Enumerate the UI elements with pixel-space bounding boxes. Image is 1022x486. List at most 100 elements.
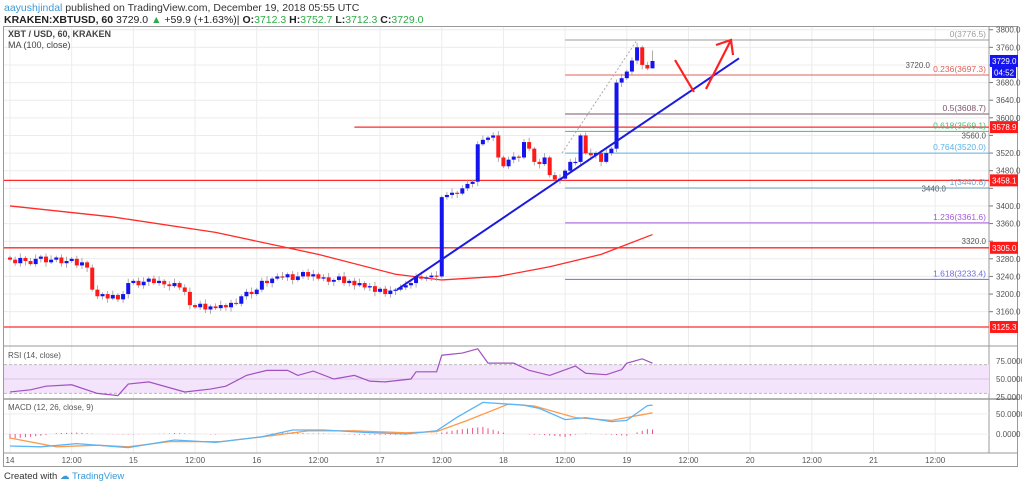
y-tick-label: 3600.0: [996, 114, 1021, 123]
fib-level-label: 1.618(3233.4): [933, 268, 986, 278]
change: +59.9 (+1.63%): [164, 14, 237, 26]
candle: [609, 148, 614, 154]
x-tick-label: 15: [129, 456, 138, 465]
candle: [465, 183, 470, 189]
candle: [126, 283, 131, 295]
x-tick-label: 18: [499, 456, 508, 465]
x-tick-label: 16: [252, 456, 261, 465]
candle: [167, 284, 172, 287]
candle: [275, 276, 280, 279]
x-tick-label: 21: [869, 456, 878, 465]
candle: [486, 137, 491, 140]
candle: [414, 276, 419, 284]
candle: [635, 47, 640, 61]
fib-level-label: 0.618(3569.1): [933, 120, 986, 130]
candle: [223, 305, 228, 308]
macd-y-tick: 50.0000: [996, 410, 1022, 419]
symbol-quote: KRAKEN:XBTUSD, 60 3729.0 ▲ +59.9 (+1.63%…: [4, 14, 424, 26]
price-badge-label: 3458.1: [992, 176, 1017, 185]
candle: [645, 64, 650, 69]
candle: [110, 294, 115, 299]
candle: [141, 281, 146, 286]
candle: [511, 156, 516, 160]
candle: [23, 257, 28, 262]
candle: [408, 283, 413, 286]
high-label: H:: [289, 14, 301, 26]
y-tick-label: 3240.0: [996, 272, 1021, 281]
candle: [239, 296, 244, 304]
fib-connector-line: [561, 39, 638, 154]
symbol: KRAKEN:XBTUSD, 60: [4, 14, 114, 26]
y-tick-label: 3800.0: [996, 26, 1021, 35]
x-tick-label: 12:00: [185, 456, 206, 465]
candle: [347, 280, 352, 284]
candle: [79, 262, 84, 266]
candle: [588, 153, 593, 156]
candle: [491, 135, 496, 138]
candle: [13, 259, 18, 264]
candle: [583, 135, 588, 154]
candle: [290, 274, 295, 280]
candle: [321, 277, 326, 279]
candle: [208, 306, 213, 310]
candle: [516, 156, 521, 158]
y-tick-label: 3480.0: [996, 167, 1021, 176]
x-tick-label: 12:00: [62, 456, 83, 465]
candle: [619, 78, 624, 83]
candle: [90, 267, 95, 290]
candle: [424, 277, 429, 279]
candle: [280, 276, 285, 278]
macd-signal-line: [9, 403, 653, 448]
candle: [501, 157, 506, 167]
candle: [131, 280, 136, 284]
countdown-badge: [992, 66, 1016, 78]
y-tick-label: 3520.0: [996, 149, 1021, 158]
publish-text: published on TradingView.com, December 1…: [62, 2, 360, 14]
candle: [532, 148, 537, 162]
candle: [172, 283, 177, 287]
candle: [480, 139, 485, 145]
candle: [650, 60, 655, 69]
brand-text: TradingView: [71, 471, 125, 482]
candle: [151, 278, 156, 284]
y-tick-label: 3680.0: [996, 79, 1021, 88]
x-tick-label: 12:00: [308, 456, 329, 465]
candle: [537, 161, 542, 165]
price-badge-label: 3578.9: [992, 123, 1017, 132]
x-tick-label: 14: [6, 456, 15, 465]
candle: [336, 276, 341, 280]
rsi-legend: RSI (14, close): [8, 351, 61, 360]
fib-level-label: 1.236(3361.6): [933, 212, 986, 222]
candle: [311, 274, 316, 277]
fib-level-label: 0.5(3608.7): [943, 103, 987, 113]
y-tick-label: 3640.0: [996, 96, 1021, 105]
candle: [444, 194, 449, 198]
candle: [568, 161, 573, 171]
y-tick-label: 3560.0: [962, 131, 987, 140]
ma-100-line: [9, 205, 653, 281]
author-link[interactable]: aayushjindal: [4, 2, 63, 14]
x-tick-label: 20: [746, 456, 755, 465]
annotation-up-arrow: [705, 39, 732, 90]
tradingview-logo[interactable]: ☁ TradingView: [59, 471, 125, 482]
candle: [372, 286, 377, 292]
arrow-head-icon: [715, 38, 735, 56]
candle: [59, 257, 64, 264]
candle: [506, 159, 511, 167]
publish-info: aayushjindal published on TradingView.co…: [4, 2, 359, 14]
x-tick-label: 19: [622, 456, 631, 465]
candle: [383, 288, 388, 295]
y-tick-label: 3400.0: [996, 202, 1021, 211]
candle: [54, 257, 59, 260]
candle: [249, 291, 254, 295]
candle: [403, 285, 408, 288]
candle: [342, 276, 347, 284]
up-triangle-icon: ▲: [151, 14, 162, 26]
x-tick-label: 17: [376, 456, 385, 465]
candle: [450, 192, 455, 195]
candle: [285, 274, 290, 278]
candle: [398, 287, 403, 290]
rsi-line: [9, 348, 653, 397]
ma-legend: MA (100, close): [8, 40, 71, 50]
